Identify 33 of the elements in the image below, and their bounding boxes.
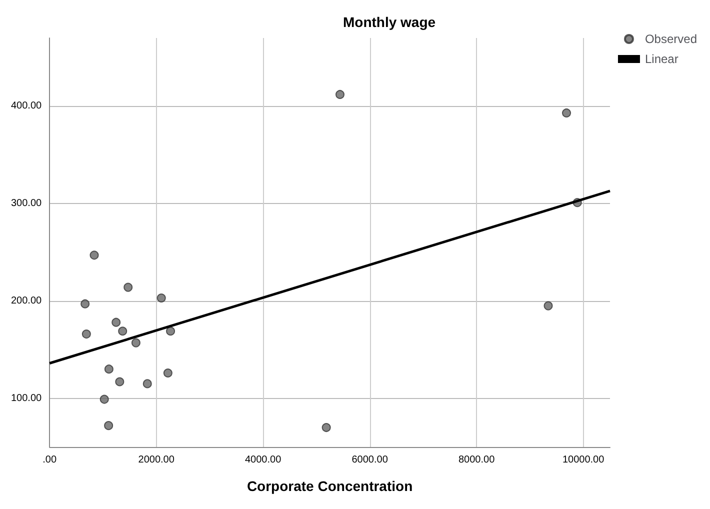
point [166, 326, 176, 336]
point [82, 330, 91, 339]
point [124, 282, 133, 292]
point [100, 394, 109, 404]
x-tick-label: .00 [42, 454, 57, 466]
point [112, 318, 121, 327]
point [562, 108, 571, 118]
y-tick-label: 200.00 [10, 295, 42, 306]
point [104, 421, 114, 430]
x-tick-label: 2000.00 [138, 454, 175, 466]
point [544, 301, 553, 310]
point [80, 299, 90, 308]
legend-label: Linear [644, 52, 678, 66]
point [104, 364, 114, 374]
x-tick-label: 8000.00 [458, 454, 496, 466]
point [118, 326, 128, 336]
x-tick-label: 10000.00 [562, 454, 605, 466]
x-axis-title: Corporate Concentration [246, 478, 413, 494]
y-tick-label: 400.00 [10, 100, 42, 112]
point [322, 423, 331, 432]
point [115, 377, 124, 386]
point [163, 368, 172, 378]
x-tick-label: 4000.00 [245, 454, 282, 466]
y-tick-label: 100.00 [10, 392, 42, 404]
legend-label: Observed [644, 32, 698, 46]
chart-title: Monthly wage [343, 14, 436, 30]
point [335, 90, 344, 99]
point [90, 250, 99, 260]
y-tick-label: 300.00 [10, 198, 42, 210]
point [131, 338, 140, 348]
point [142, 379, 152, 388]
x-tick-label: 6000.00 [352, 454, 388, 466]
point [156, 294, 166, 303]
